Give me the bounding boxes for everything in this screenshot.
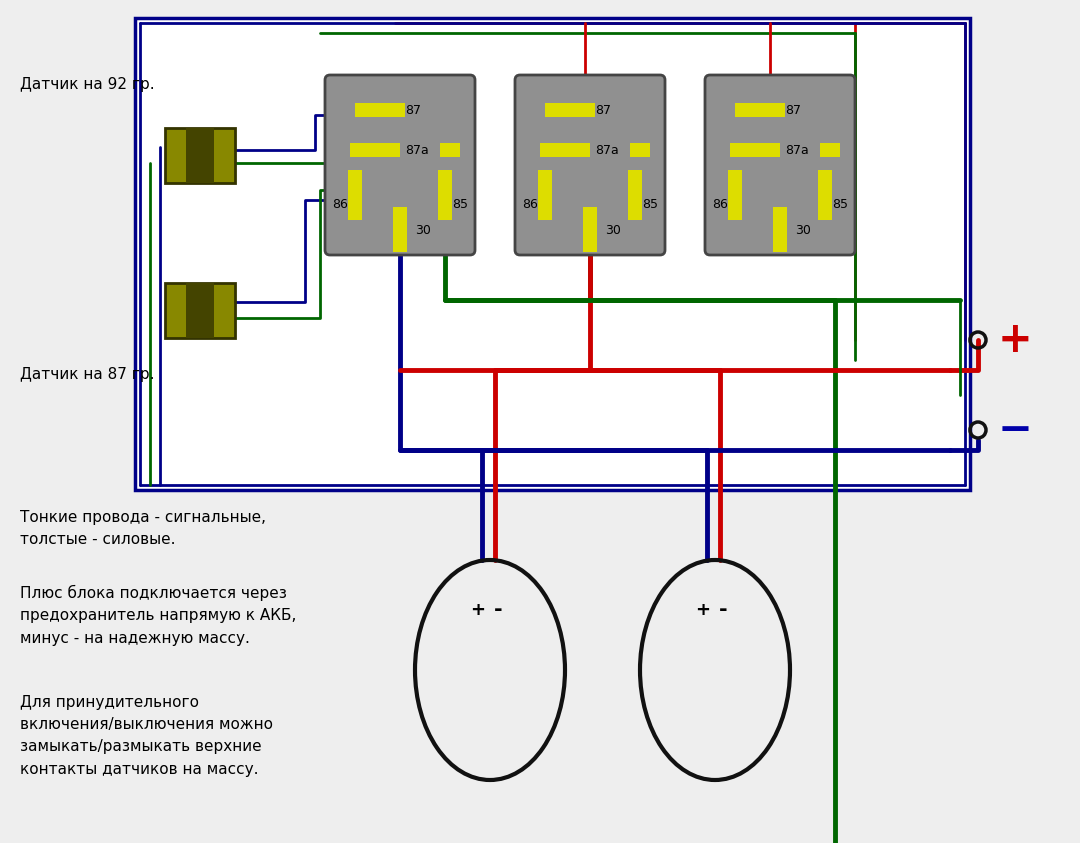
- Bar: [186, 282, 214, 337]
- Text: -: -: [494, 600, 502, 620]
- Text: 87a: 87a: [595, 143, 619, 157]
- Bar: [355, 103, 405, 117]
- Bar: [538, 170, 552, 220]
- FancyBboxPatch shape: [325, 75, 475, 255]
- Text: 30: 30: [415, 223, 431, 237]
- Bar: [438, 170, 453, 220]
- Text: +: +: [471, 601, 486, 619]
- Bar: [393, 207, 407, 252]
- FancyBboxPatch shape: [705, 75, 855, 255]
- Text: Для принудительного
включения/выключения можно
замыкать/размыкать верхние
контак: Для принудительного включения/выключения…: [21, 695, 273, 776]
- Bar: [730, 143, 780, 157]
- Bar: [820, 143, 840, 157]
- Text: 87: 87: [785, 104, 801, 116]
- FancyBboxPatch shape: [515, 75, 665, 255]
- Text: 87a: 87a: [785, 143, 809, 157]
- Text: 87a: 87a: [405, 143, 429, 157]
- Text: -: -: [718, 600, 727, 620]
- Text: Плюс блока подключается через
предохранитель напрямую к АКБ,
минус - на надежную: Плюс блока подключается через предохрани…: [21, 585, 296, 646]
- Bar: [583, 207, 597, 252]
- Bar: [818, 170, 832, 220]
- Text: 87: 87: [405, 104, 421, 116]
- Text: 87: 87: [595, 104, 611, 116]
- Text: 30: 30: [795, 223, 811, 237]
- Text: 85: 85: [832, 198, 848, 212]
- Bar: [186, 127, 214, 182]
- Bar: [135, 18, 970, 490]
- Bar: [735, 103, 785, 117]
- Bar: [545, 103, 595, 117]
- Text: Тонкие провода - сигнальные,
толстые - силовые.: Тонкие провода - сигнальные, толстые - с…: [21, 510, 266, 547]
- Text: 85: 85: [642, 198, 658, 212]
- Bar: [728, 170, 742, 220]
- Bar: [627, 170, 642, 220]
- Bar: [773, 207, 787, 252]
- Text: 86: 86: [332, 198, 348, 212]
- Text: 85: 85: [453, 198, 468, 212]
- Text: 86: 86: [522, 198, 538, 212]
- Bar: [350, 143, 400, 157]
- Text: −: −: [998, 409, 1032, 451]
- Text: Датчик на 92 гр.: Датчик на 92 гр.: [21, 78, 154, 93]
- Bar: [165, 282, 235, 337]
- Text: 86: 86: [712, 198, 728, 212]
- Bar: [165, 127, 235, 182]
- Text: +: +: [696, 601, 711, 619]
- Bar: [540, 143, 590, 157]
- Bar: [348, 170, 362, 220]
- Bar: [630, 143, 650, 157]
- Bar: [440, 143, 460, 157]
- Text: +: +: [998, 319, 1032, 361]
- Text: 30: 30: [605, 223, 621, 237]
- Text: Датчик на 87 гр.: Датчик на 87 гр.: [21, 368, 154, 383]
